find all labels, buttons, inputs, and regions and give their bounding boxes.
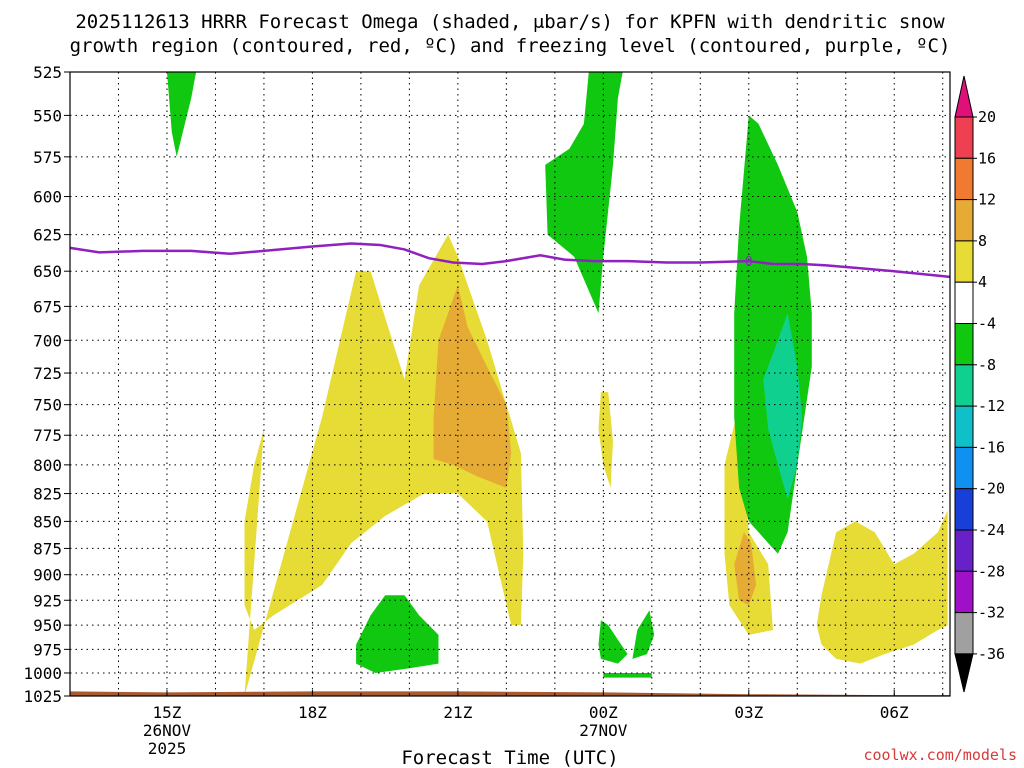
y-tick-label: 600 — [33, 188, 62, 207]
x-tick-label: 27NOV — [579, 721, 628, 740]
y-tick-label: 650 — [33, 262, 62, 281]
y-tick-label: 875 — [33, 539, 62, 558]
x-tick-label: 00Z — [589, 703, 618, 722]
y-tick-label: 850 — [33, 512, 62, 531]
omega-region-minus4-f — [632, 610, 655, 659]
y-axis-pressure: 525 550 575 600 625 650 675 700 725 750 775 800 825 8… — [23, 63, 70, 706]
x-tick-label: 03Z — [734, 703, 763, 722]
grid-lines — [70, 72, 950, 696]
colorbar-label: 20 — [978, 108, 996, 126]
colorbar-swatch — [954, 364, 974, 407]
omega-region-plus4-b — [598, 392, 613, 488]
colorbar-swatch — [954, 488, 974, 531]
colorbar-swatch — [954, 446, 974, 490]
colorbar-label: -8 — [978, 356, 996, 374]
colorbar-label: -28 — [978, 562, 1005, 580]
freezing-level-contour: 0 — [69, 242, 951, 279]
y-tick-label: 950 — [33, 616, 62, 635]
colorbar-swatch — [954, 405, 974, 448]
x-tick-label: 26NOV — [143, 721, 192, 740]
terrain-fill — [70, 691, 950, 696]
y-tick-label: 675 — [33, 297, 62, 316]
y-tick-label: 1025 — [23, 687, 62, 706]
y-tick-label: 525 — [33, 63, 62, 82]
y-tick-label: 750 — [33, 396, 62, 415]
y-tick-label: 800 — [33, 456, 62, 475]
colorbar-swatch — [954, 281, 974, 325]
colorbar-label: -12 — [978, 397, 1005, 415]
y-tick-label: 900 — [33, 566, 62, 585]
colorbar-swatch — [954, 529, 974, 572]
terrain-polygon — [70, 691, 950, 696]
y-tick-label: 725 — [33, 364, 62, 383]
credit-text: coolwx.com/models — [863, 746, 1017, 764]
colorbar-swatch — [954, 612, 974, 655]
colorbar-label: 4 — [978, 273, 987, 291]
colorbar-top-arrow — [954, 75, 974, 118]
y-tick-label: 625 — [33, 226, 62, 245]
chart-title-line1: 2025112613 HRRR Forecast Omega (shaded, … — [75, 11, 945, 33]
colorbar-label: -32 — [978, 604, 1005, 622]
omega-region-minus4-d — [356, 595, 439, 673]
y-tick-label: 1000 — [23, 664, 62, 683]
omega-region-plus8-b — [734, 532, 757, 606]
colorbar-swatch — [954, 323, 974, 366]
y-tick-label: 550 — [33, 106, 62, 125]
x-axis-label: Forecast Time (UTC) — [401, 747, 618, 768]
colorbar-bottom-arrow — [954, 653, 974, 693]
freezing-level-label: 0 — [745, 255, 753, 270]
colorbar-swatch — [954, 570, 974, 614]
colorbar-label: -16 — [978, 438, 1005, 456]
colorbar-label: -24 — [978, 521, 1005, 539]
omega-region-plus4-d — [816, 510, 948, 664]
omega-region-plus8-a — [433, 285, 512, 488]
x-tick-label: 21Z — [443, 703, 472, 722]
y-tick-label: 775 — [33, 426, 62, 445]
omega-region-minus4-g — [603, 673, 652, 678]
colorbar-legend: 20 16 12 8 4 -4 -8 -12 -16 -20 -24 -28 -32 -36 — [954, 75, 1005, 693]
x-tick-label: 15Z — [153, 703, 182, 722]
y-tick-label: 925 — [33, 591, 62, 610]
x-tick-label: 18Z — [298, 703, 327, 722]
omega-region-minus4-a — [167, 72, 197, 157]
y-tick-label: 575 — [33, 148, 62, 167]
freezing-level-line — [69, 242, 951, 279]
colorbar-swatch — [954, 116, 974, 159]
x-tick-label: 2025 — [148, 739, 187, 758]
y-tick-label: 825 — [33, 485, 62, 504]
plot-frame — [69, 71, 951, 697]
x-tick-label: 06Z — [880, 703, 909, 722]
omega-region-minus8-a — [763, 313, 803, 500]
colorbar-label: -4 — [978, 315, 996, 333]
omega-region-minus4-b — [545, 72, 623, 314]
omega-region-minus4-e — [598, 620, 628, 664]
chart-title-line2: growth region (contoured, red, ºC) and f… — [70, 35, 951, 57]
colorbar-swatch — [954, 240, 974, 283]
y-tick-label: 700 — [33, 331, 62, 350]
colorbar-label: -20 — [978, 480, 1005, 498]
colorbar-label: 16 — [978, 149, 996, 167]
colorbar-label: 8 — [978, 232, 987, 250]
colorbar-label: 12 — [978, 191, 996, 209]
colorbar-swatch — [954, 157, 974, 201]
colorbar-swatch — [954, 199, 974, 242]
colorbar-label: -36 — [978, 645, 1005, 663]
y-tick-label: 975 — [33, 640, 62, 659]
